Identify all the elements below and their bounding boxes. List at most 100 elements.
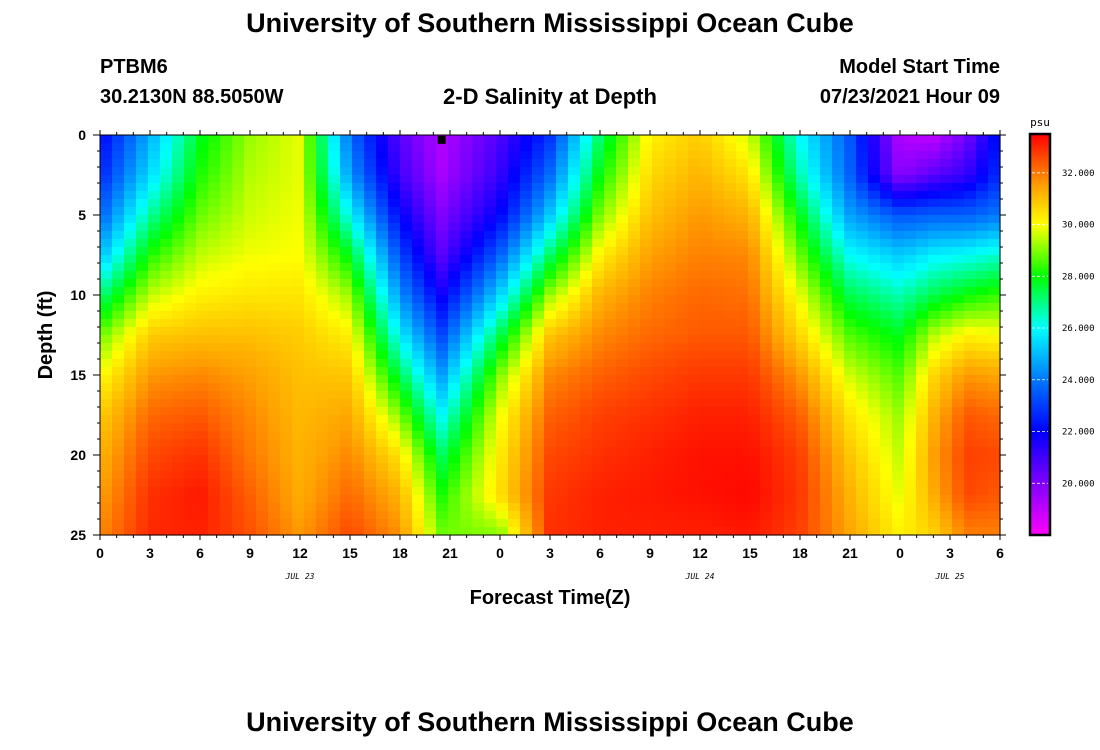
heatmap-cell (544, 479, 557, 488)
heatmap-cell (496, 183, 509, 192)
heatmap-cell (148, 367, 161, 376)
heatmap-cell (244, 143, 257, 152)
heatmap-cell (856, 407, 869, 416)
heatmap-cell (556, 487, 569, 496)
y-tick-label: 5 (78, 207, 86, 223)
heatmap-cell (460, 167, 473, 176)
heatmap-cell (220, 287, 233, 296)
heatmap-cell (904, 399, 917, 408)
heatmap-cell (112, 495, 125, 504)
heatmap-cell (520, 423, 533, 432)
heatmap-cell (424, 359, 437, 368)
heatmap-cell (604, 479, 617, 488)
heatmap-cell (328, 415, 341, 424)
heatmap-cell (364, 335, 377, 344)
heatmap-cell (136, 271, 149, 280)
heatmap-cell (508, 527, 521, 536)
heatmap-cell (544, 455, 557, 464)
heatmap-cell (964, 527, 977, 536)
forecast-marker (437, 135, 446, 144)
heatmap-cell (700, 479, 713, 488)
heatmap-cell (172, 407, 185, 416)
heatmap-cell (304, 191, 317, 200)
heatmap-cell (412, 271, 425, 280)
heatmap-cell (832, 447, 845, 456)
heatmap-cell (616, 527, 629, 536)
heatmap-cell (292, 503, 305, 512)
heatmap-cell (568, 287, 581, 296)
heatmap-cell (940, 223, 953, 232)
heatmap-cell (796, 159, 809, 168)
heatmap-cell (256, 399, 269, 408)
heatmap-cell (172, 175, 185, 184)
heatmap-cell (268, 143, 281, 152)
heatmap-cell (868, 207, 881, 216)
heatmap-cell (112, 335, 125, 344)
heatmap-cell (412, 447, 425, 456)
heatmap-cell (232, 383, 245, 392)
heatmap-cell (568, 455, 581, 464)
heatmap-cell (652, 279, 665, 288)
heatmap-cell (556, 471, 569, 480)
heatmap-cell (364, 175, 377, 184)
heatmap-cell (772, 511, 785, 520)
heatmap-cell (148, 311, 161, 320)
heatmap-cell (688, 303, 701, 312)
heatmap-cell (976, 503, 989, 512)
heatmap-cell (376, 239, 389, 248)
heatmap-cell (892, 183, 905, 192)
heatmap-cell (784, 191, 797, 200)
heatmap-cell (904, 271, 917, 280)
heatmap-cell (748, 143, 761, 152)
heatmap-cell (196, 223, 209, 232)
heatmap-cell (580, 479, 593, 488)
heatmap-cell (544, 231, 557, 240)
heatmap-cell (112, 503, 125, 512)
heatmap-cell (592, 399, 605, 408)
heatmap-cell (208, 503, 221, 512)
heatmap-cell (304, 271, 317, 280)
heatmap-cell (820, 391, 833, 400)
heatmap-cell (892, 239, 905, 248)
heatmap-cell (424, 183, 437, 192)
heatmap-cell (604, 367, 617, 376)
heatmap-cell (328, 255, 341, 264)
heatmap-cell (820, 439, 833, 448)
heatmap-cell (184, 239, 197, 248)
heatmap-cell (136, 135, 149, 144)
heatmap-cell (148, 495, 161, 504)
heatmap-cell (568, 367, 581, 376)
heatmap-cell (436, 407, 449, 416)
heatmap-cell (448, 455, 461, 464)
heatmap-cell (628, 495, 641, 504)
heatmap-cell (184, 231, 197, 240)
heatmap-cell (700, 527, 713, 536)
heatmap-cell (244, 255, 257, 264)
heatmap-cell (628, 247, 641, 256)
heatmap-cell (916, 479, 929, 488)
heatmap-cell (388, 311, 401, 320)
heatmap-cell (760, 287, 773, 296)
heatmap-cell (232, 151, 245, 160)
heatmap-cell (424, 463, 437, 472)
heatmap-cell (364, 503, 377, 512)
heatmap-cell (916, 231, 929, 240)
heatmap-cell (748, 215, 761, 224)
heatmap-cell (340, 143, 353, 152)
heatmap-cell (400, 167, 413, 176)
heatmap-cell (256, 231, 269, 240)
heatmap-cell (376, 159, 389, 168)
heatmap-cell (724, 351, 737, 360)
heatmap-cell (460, 367, 473, 376)
heatmap-cell (364, 479, 377, 488)
heatmap-cell (448, 463, 461, 472)
heatmap-cell (100, 447, 113, 456)
heatmap-cell (388, 487, 401, 496)
heatmap-cell (856, 471, 869, 480)
heatmap-cell (640, 151, 653, 160)
heatmap-cell (988, 255, 1001, 264)
heatmap-cell (676, 487, 689, 496)
heatmap-cell (988, 223, 1001, 232)
heatmap-cell (784, 423, 797, 432)
heatmap-cell (940, 263, 953, 272)
